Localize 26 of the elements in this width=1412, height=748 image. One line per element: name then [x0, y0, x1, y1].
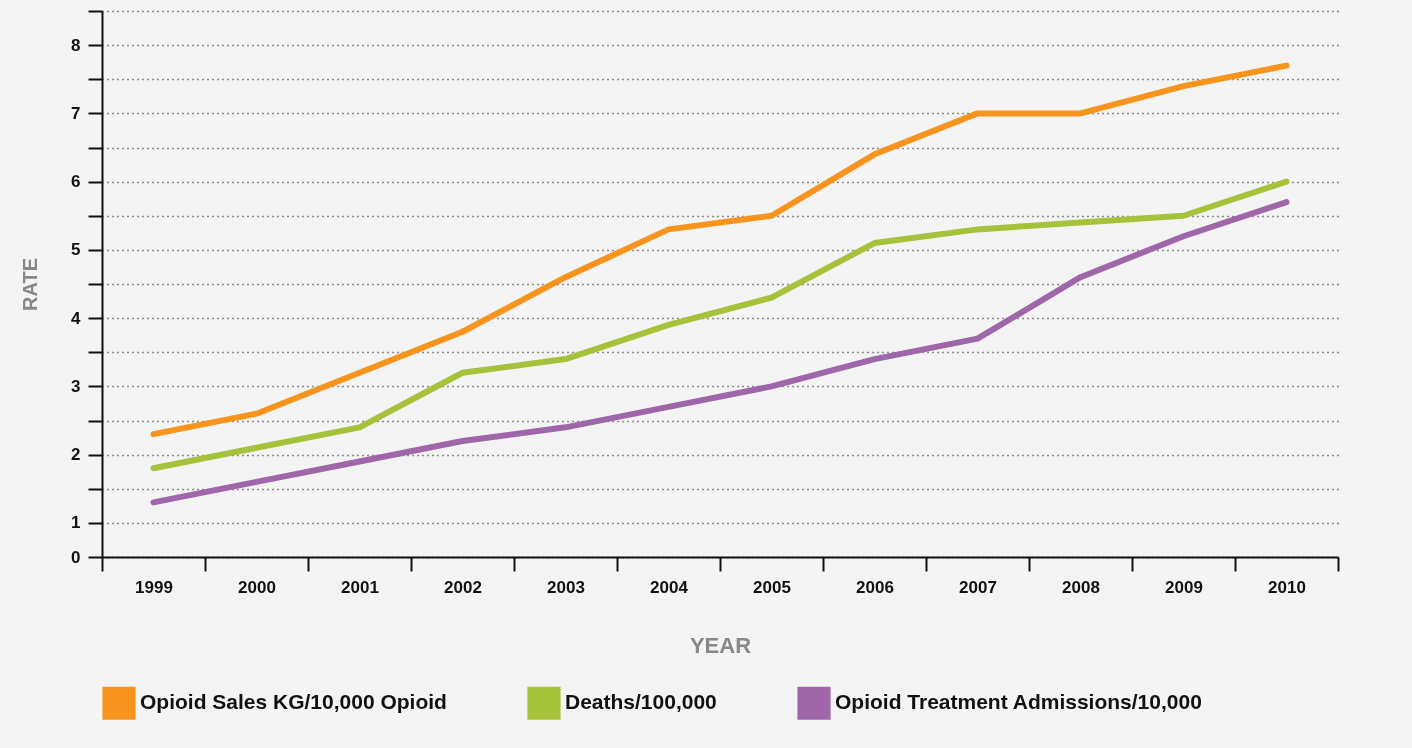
x-tick-label: 1999	[135, 577, 173, 597]
y-tick-label: 0	[71, 547, 81, 567]
y-tick-label: 5	[71, 240, 81, 260]
x-tick-label: 2003	[547, 577, 585, 597]
x-tick-label: 2007	[959, 577, 997, 597]
y-tick-label: 2	[71, 445, 81, 465]
x-tick-label: 2002	[444, 577, 482, 597]
y-tick-label: 1	[71, 513, 81, 533]
x-tick-label: 2000	[238, 577, 276, 597]
legend-label: Opioid Sales KG/10,000 Opioid	[140, 690, 447, 714]
x-axis-title: YEAR	[689, 632, 752, 658]
y-tick-label: 3	[71, 376, 81, 396]
x-tick-label: 2005	[753, 577, 791, 597]
x-tick-label: 2008	[1062, 577, 1100, 597]
x-tick-label: 2010	[1268, 577, 1306, 597]
x-tick-label: 2006	[856, 577, 894, 597]
x-tick-label: 2001	[341, 577, 379, 597]
x-tick-label: 2009	[1165, 577, 1203, 597]
y-tick-label: 6	[71, 172, 81, 192]
y-tick-label: 4	[71, 308, 82, 328]
y-tick-label: 7	[71, 103, 81, 123]
legend-label: Deaths/100,000	[565, 690, 717, 714]
y-tick-label: 8	[71, 35, 81, 55]
x-tick-label: 2004	[650, 577, 689, 597]
legend-label: Opioid Treatment Admissions/10,000	[835, 690, 1202, 714]
y-axis-title: RATE	[19, 258, 42, 311]
